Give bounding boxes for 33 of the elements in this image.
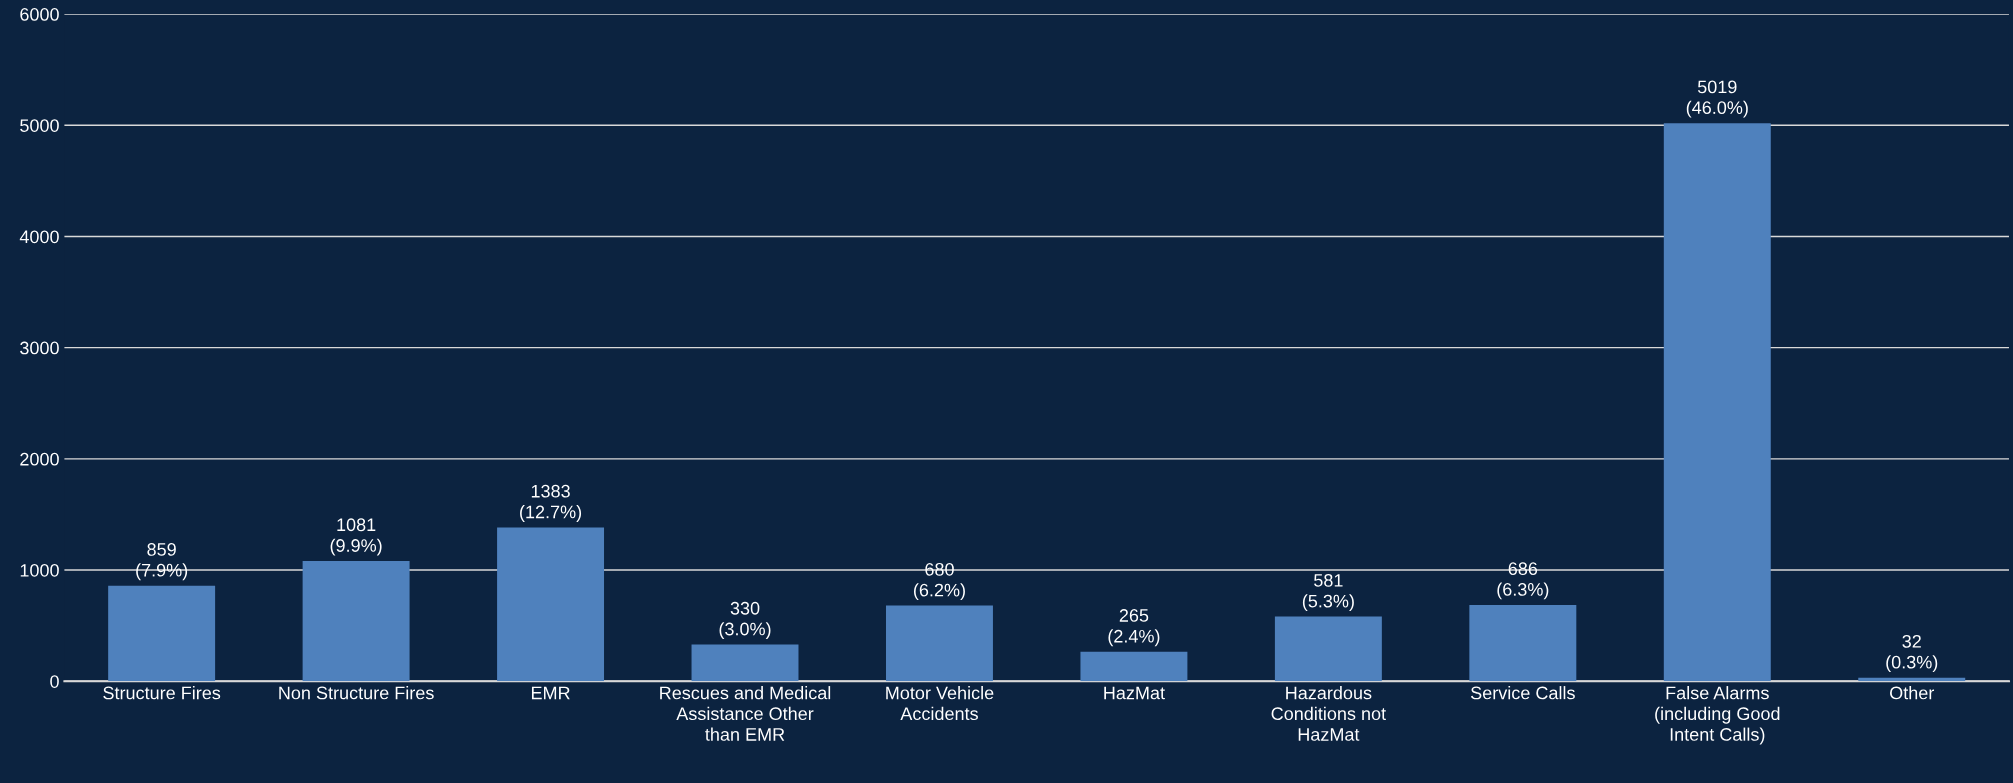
data-label: 265 (2.4%) <box>1108 609 1160 647</box>
x-tick-label: Structure Fires <box>103 686 221 700</box>
x-tick-label: Hazardous Conditions not HazMat <box>1271 686 1386 741</box>
data-label: 1383 (12.7%) <box>520 484 582 522</box>
data-label: 581 (5.3%) <box>1302 573 1354 612</box>
y-tick-label: 3000 <box>20 341 59 355</box>
x-tick-label: EMR <box>531 686 570 700</box>
y-tick-label: 4000 <box>19 230 59 244</box>
data-label: 32 (0.3%) <box>1886 634 1938 673</box>
bar <box>1469 604 1577 682</box>
x-tick-label: Motor Vehicle Accidents <box>886 686 994 721</box>
y-tick-label: 1000 <box>20 563 59 577</box>
y-tick-label: 5000 <box>20 119 59 132</box>
data-label: 330 (3.0%) <box>719 601 771 639</box>
bar <box>302 561 410 682</box>
bar <box>1080 651 1188 682</box>
x-tick-label: Rescues and Medical Assistance Other than EMR <box>660 686 831 741</box>
x-tick-label: False Alarms (including Good Intent Calls) <box>1655 686 1780 745</box>
data-label: 1081 (9.9%) <box>330 518 382 556</box>
bar <box>1663 123 1771 682</box>
bar <box>1274 616 1382 682</box>
bar <box>497 527 605 682</box>
bar <box>885 605 993 682</box>
bar <box>691 644 799 682</box>
data-label: 5019 (46.0%) <box>1686 80 1748 118</box>
y-tick-label: 2000 <box>20 452 59 466</box>
x-tick-label: HazMat <box>1104 686 1165 700</box>
x-tick-label: Service Calls <box>1470 686 1575 700</box>
x-tick-label: Non Structure Fires <box>279 686 434 700</box>
x-tick-label: Other <box>1890 686 1935 700</box>
bar <box>108 585 216 682</box>
y-tick-label: 0 <box>50 675 59 688</box>
y-tick-label: 6000 <box>20 8 59 21</box>
